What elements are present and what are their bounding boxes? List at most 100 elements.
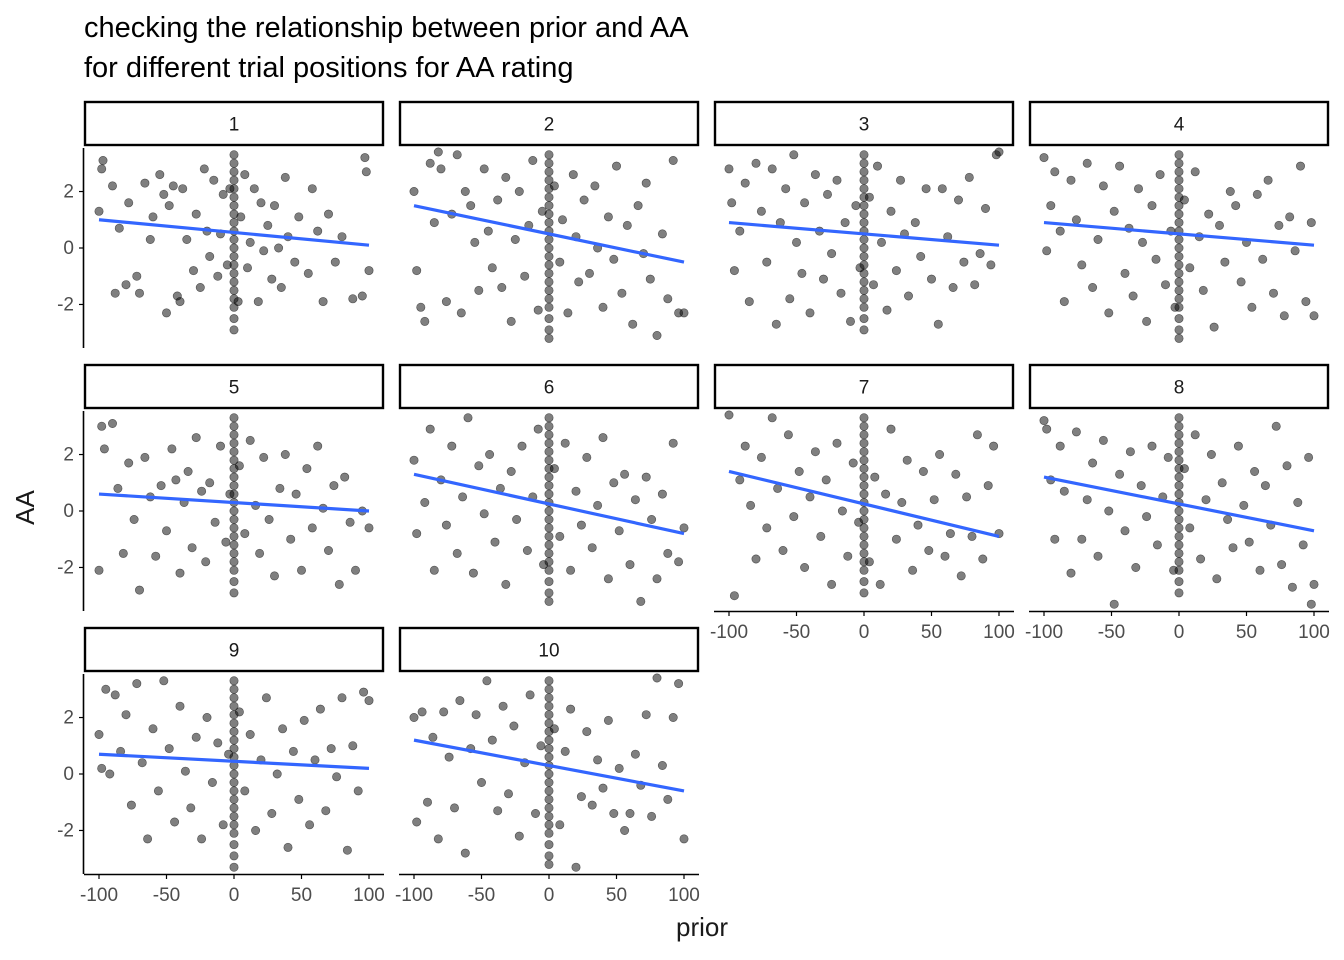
data-point (663, 794, 673, 804)
data-point (598, 783, 608, 793)
data-point (439, 707, 449, 717)
data-point (1174, 438, 1184, 448)
data-point (630, 495, 640, 505)
facet-strip (398, 626, 700, 673)
data-point (1155, 170, 1165, 180)
data-point (191, 732, 201, 742)
data-point (1163, 452, 1173, 462)
data-point (135, 288, 145, 298)
data-point (1236, 277, 1246, 287)
data-point (617, 288, 627, 298)
data-point (859, 548, 869, 558)
data-point (269, 201, 279, 211)
data-point (267, 808, 277, 818)
data-point (175, 568, 185, 578)
facet-strip (83, 363, 385, 410)
data-point (980, 204, 990, 214)
data-point (1174, 557, 1184, 567)
data-point (544, 455, 554, 465)
data-point (1147, 201, 1157, 211)
data-point (975, 249, 985, 259)
data-point (614, 526, 624, 536)
data-point (859, 150, 869, 160)
fit-line (98, 752, 370, 770)
data-point (1252, 189, 1262, 199)
data-point (425, 424, 435, 434)
data-point (514, 187, 524, 197)
data-point (229, 840, 239, 850)
data-point (818, 274, 828, 284)
data-point (970, 280, 980, 290)
data-point (233, 297, 243, 307)
data-point (1138, 237, 1148, 247)
data-point (288, 746, 298, 756)
data-point (859, 184, 869, 194)
data-point (962, 492, 972, 502)
data-point (114, 223, 124, 233)
data-point (348, 741, 358, 751)
data-point (859, 314, 869, 324)
data-point (1293, 497, 1303, 507)
data-point (1174, 588, 1184, 598)
data-point (101, 684, 111, 694)
data-point (294, 794, 304, 804)
data-point (229, 252, 239, 262)
data-point (1174, 218, 1184, 228)
data-point (303, 268, 313, 278)
data-point (727, 198, 737, 208)
chart-title: checking the relationship between prior … (84, 12, 689, 44)
data-point (280, 172, 290, 182)
data-point (735, 226, 745, 236)
data-point (1174, 235, 1184, 245)
data-point (441, 297, 451, 307)
data-point (229, 489, 239, 499)
data-point (652, 574, 662, 584)
data-point (864, 557, 874, 567)
data-point (679, 834, 689, 844)
data-point (444, 752, 454, 762)
data-point (845, 316, 855, 326)
data-point (544, 548, 554, 558)
data-point (353, 786, 363, 796)
data-point (197, 834, 207, 844)
data-point (476, 777, 486, 787)
data-point (229, 769, 239, 779)
data-point (851, 201, 861, 211)
data-point (118, 548, 128, 558)
data-point (859, 252, 869, 262)
data-point (1285, 212, 1295, 222)
data-point (199, 164, 209, 174)
data-point (229, 786, 239, 796)
data-point (503, 789, 513, 799)
data-point (121, 710, 131, 720)
data-point (97, 164, 107, 174)
data-point (1151, 254, 1161, 264)
y-tick-label: 2 (63, 708, 74, 729)
data-point (1071, 215, 1081, 225)
data-point (509, 721, 519, 731)
data-point (978, 554, 988, 564)
data-point (652, 330, 662, 340)
data-point (859, 158, 869, 168)
data-point (240, 529, 250, 539)
data-point (1174, 294, 1184, 304)
data-point (221, 537, 231, 547)
data-point (816, 531, 826, 541)
data-point (493, 195, 503, 205)
data-point (767, 164, 777, 174)
data-point (587, 543, 597, 553)
data-point (416, 302, 426, 312)
data-point (140, 452, 150, 462)
data-point (544, 588, 554, 598)
data-point (1239, 500, 1249, 510)
data-point (1093, 551, 1103, 561)
data-point (1174, 548, 1184, 558)
data-point (544, 794, 554, 804)
data-point (544, 430, 554, 440)
data-point (674, 679, 684, 689)
data-point (251, 825, 261, 835)
facet-strip-label: 4 (1174, 115, 1185, 136)
data-point (318, 297, 328, 307)
fit-line (98, 218, 370, 247)
data-point (544, 167, 554, 177)
